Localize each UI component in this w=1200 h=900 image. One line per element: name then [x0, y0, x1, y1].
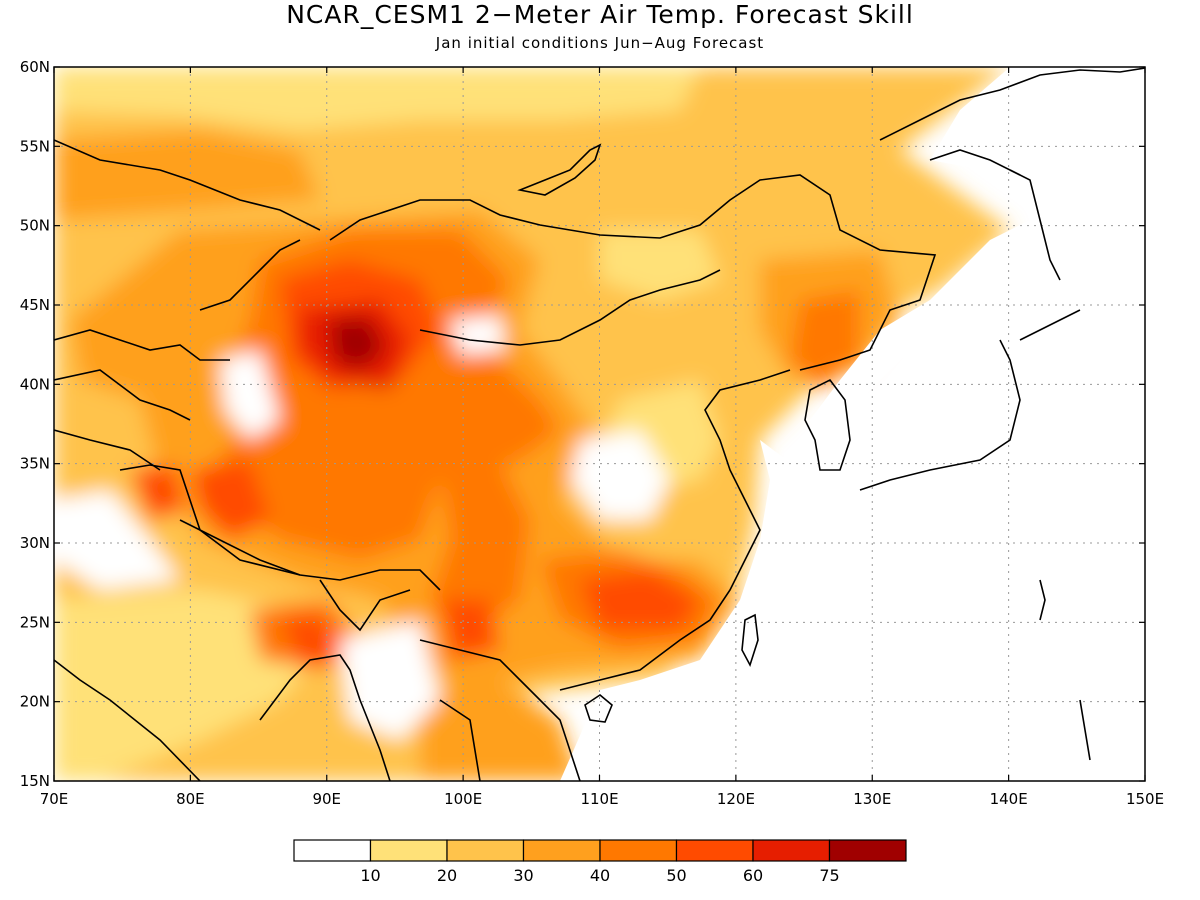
coastline-segment	[859, 339, 1021, 491]
coastline-segment	[1079, 699, 1091, 761]
colorbar-swatch	[752, 839, 831, 862]
shade-75-core	[330, 318, 385, 370]
axis-ticks: 70E 80E 90E 100E 110E 120E 130E 140E 150E 15N 20N 2…	[20, 58, 1164, 808]
coastline-segment	[319, 579, 411, 632]
colorbar-label: 10	[360, 866, 380, 885]
lat-tick-label: 40N	[20, 375, 50, 393]
low-skill-taklamakan	[220, 350, 280, 440]
lat-tick-label: 30N	[20, 534, 50, 552]
colorbar-label: 20	[437, 866, 457, 885]
coastline-segment	[1019, 309, 1081, 341]
coastline-segment	[439, 699, 481, 781]
colorbar-swatch	[522, 839, 601, 862]
shade-40-manchuria	[790, 290, 860, 390]
ocean-mask	[810, 67, 1145, 470]
coastline-segment	[54, 139, 321, 231]
colorbar-label: 40	[590, 866, 610, 885]
shade-50-kashmir	[130, 465, 185, 520]
coastline-segment	[419, 269, 721, 346]
lon-tick-label: 130E	[853, 790, 891, 808]
colorbar-swatch	[599, 839, 678, 862]
lon-tick-label: 100E	[444, 790, 482, 808]
lon-tick-label: 150E	[1126, 790, 1164, 808]
coastline-segment	[199, 239, 301, 311]
coastline-segment	[119, 464, 441, 591]
lat-tick-label: 45N	[20, 296, 50, 314]
coastline-segment	[929, 149, 1021, 176]
coastline-segment	[54, 429, 161, 471]
coastline-segment	[259, 654, 391, 781]
lat-tick-label: 50N	[20, 217, 50, 235]
shade-50-yunnan	[440, 600, 500, 660]
colorbar-label: 30	[513, 866, 533, 885]
colorbar-swatch	[828, 839, 907, 862]
coastline-segment	[54, 659, 201, 781]
coastline-segment	[419, 639, 581, 781]
lat-tick-label: 35N	[20, 455, 50, 473]
chart-subtitle: Jan initial conditions Jun−Aug Forecast	[435, 34, 765, 52]
coastline-segment	[179, 519, 301, 576]
colorbar: 10 20 30 40 50 60 75	[293, 839, 907, 885]
colorbar-label: 75	[819, 866, 839, 885]
lat-tick-label: 15N	[20, 772, 50, 790]
lon-tick-label: 110E	[580, 790, 618, 808]
lon-tick-label: 80E	[176, 790, 205, 808]
coastline-segment	[584, 694, 613, 723]
low-skill-north-china	[570, 430, 670, 520]
lon-tick-label: 120E	[717, 790, 755, 808]
shade-40-east-tibet	[430, 460, 530, 640]
coastline-segment	[54, 369, 191, 421]
shade-10-north	[54, 67, 700, 130]
skill-shading	[54, 67, 1145, 781]
coastline-segment	[741, 613, 759, 668]
lat-tick-label: 25N	[20, 613, 50, 631]
lat-tick-label: 55N	[20, 137, 50, 155]
low-skill-india	[54, 490, 180, 590]
lon-tick-label: 90E	[312, 790, 341, 808]
chart-title: NCAR_CESM1 2−Meter Air Temp. Forecast Sk…	[286, 0, 914, 29]
coastline-segment	[1009, 169, 1061, 281]
coastlines-borders	[54, 67, 1145, 781]
shade-50-sc	[580, 570, 700, 630]
colorbar-swatch	[446, 839, 525, 862]
colorbar-label: 50	[666, 866, 686, 885]
graticule	[54, 67, 1145, 781]
shade-50-bangladesh	[280, 615, 340, 670]
shade-30-indochina	[420, 680, 580, 781]
coastline-segment	[804, 378, 851, 471]
coastline-segment	[517, 143, 602, 196]
coastline-segment	[329, 174, 937, 371]
coastline-segment	[1039, 579, 1046, 621]
shade-30-kazakh	[54, 130, 320, 220]
ocean-mask-east	[560, 300, 1145, 781]
low-skill-mongolia	[450, 315, 505, 355]
colorbar-swatch	[293, 839, 372, 862]
lon-tick-label: 140E	[990, 790, 1028, 808]
coastline-segment	[559, 369, 791, 691]
colorbar-label: 60	[743, 866, 763, 885]
lon-tick-label: 70E	[40, 790, 69, 808]
lat-tick-label: 20N	[20, 693, 50, 711]
low-skill-myanmar	[340, 620, 440, 740]
colorbar-swatch	[369, 839, 448, 862]
lat-tick-label: 60N	[20, 58, 50, 76]
coastline-segment	[879, 67, 1145, 141]
colorbar-swatch	[675, 839, 754, 862]
shade-50-tibet	[190, 460, 270, 540]
coastline-segment	[54, 329, 230, 361]
shade-10-india	[54, 590, 320, 781]
